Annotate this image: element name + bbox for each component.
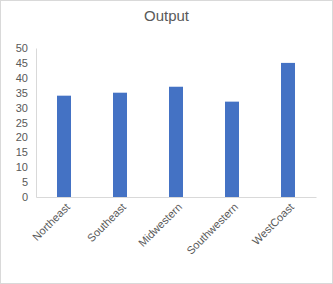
bar bbox=[57, 96, 71, 197]
y-tick-label: 20 bbox=[16, 131, 28, 143]
y-tick: 10 bbox=[16, 161, 36, 173]
x-tick-label: WestCoast bbox=[250, 201, 296, 247]
chart-background bbox=[1, 1, 333, 284]
y-axis: 0 5 10 15 20 25 30 35 40 45 50 bbox=[16, 42, 37, 203]
bar bbox=[113, 93, 127, 197]
y-tick-label: 10 bbox=[16, 161, 28, 173]
x-tick: Southwestern bbox=[184, 197, 240, 257]
x-tick-label: Midwestern bbox=[136, 201, 184, 249]
y-tick-label: 5 bbox=[22, 176, 28, 188]
y-tick-label: 45 bbox=[16, 57, 28, 69]
x-tick: WestCoast bbox=[250, 197, 296, 247]
y-tick: 50 bbox=[16, 42, 36, 54]
y-tick-label: 50 bbox=[16, 42, 28, 54]
y-tick-label: 40 bbox=[16, 72, 28, 84]
bar bbox=[169, 87, 183, 197]
y-tick-label: 0 bbox=[22, 191, 28, 203]
y-tick: 40 bbox=[16, 72, 36, 84]
y-tick: 5 bbox=[22, 176, 36, 188]
x-tick-label: Southeast bbox=[85, 201, 129, 245]
y-tick: 45 bbox=[16, 57, 36, 69]
y-tick-label: 30 bbox=[16, 102, 28, 114]
y-tick-label: 35 bbox=[16, 87, 28, 99]
y-tick: 25 bbox=[16, 117, 36, 129]
y-tick: 0 bbox=[22, 191, 36, 203]
chart-title: Output bbox=[144, 7, 190, 24]
x-axis: Northeast SoutheastMidwesternSouthwestern… bbox=[30, 197, 317, 257]
y-tick-label: 25 bbox=[16, 117, 28, 129]
x-tick: Midwestern bbox=[136, 197, 184, 249]
y-tick: 15 bbox=[16, 146, 36, 158]
x-tick-label: Southwestern bbox=[184, 201, 240, 257]
bars bbox=[57, 63, 295, 197]
bar bbox=[225, 102, 239, 197]
y-tick: 35 bbox=[16, 87, 36, 99]
x-tick-label: Northeast bbox=[30, 201, 72, 243]
y-axis-line bbox=[36, 49, 37, 198]
y-tick-label: 15 bbox=[16, 146, 28, 158]
y-tick: 30 bbox=[16, 102, 36, 114]
bar bbox=[281, 63, 295, 197]
x-axis-line bbox=[37, 197, 317, 198]
x-tick: Southeast bbox=[85, 197, 129, 244]
x-tick: Northeast bbox=[30, 197, 72, 243]
y-tick: 20 bbox=[16, 131, 36, 143]
